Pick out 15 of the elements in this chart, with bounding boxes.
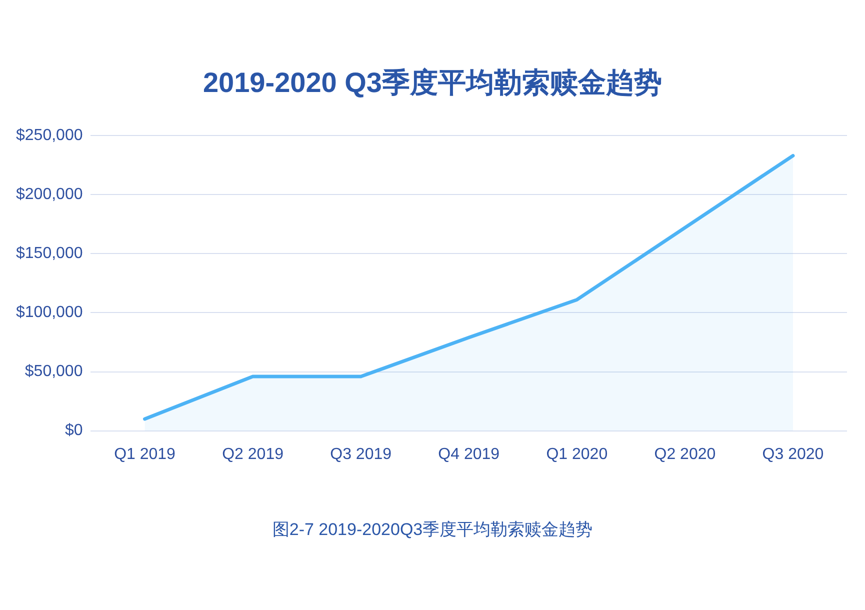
x-tick-label: Q3 2019 xyxy=(330,446,392,463)
x-tick-label: Q1 2020 xyxy=(546,446,608,463)
x-tick-label: Q3 2020 xyxy=(762,446,824,463)
x-tick-label: Q1 2019 xyxy=(114,446,176,463)
x-tick-label: Q2 2020 xyxy=(654,446,716,463)
y-tick-label: $150,000 xyxy=(16,245,83,262)
y-tick-label: $0 xyxy=(64,422,83,440)
chart-title: 2019-2020 Q3季度平均勒索赎金趋势 xyxy=(202,66,664,100)
y-tick-label: $250,000 xyxy=(16,127,83,144)
x-tick-label: Q4 2019 xyxy=(438,446,500,463)
y-tick-label: $100,000 xyxy=(16,304,83,322)
x-tick-label: Q2 2019 xyxy=(222,446,284,463)
y-tick-label: $200,000 xyxy=(16,186,83,204)
caption: 图2-7 2019-2020Q3季度平均勒索赎金趋势 xyxy=(271,519,594,541)
y-tick-label: $50,000 xyxy=(24,363,83,380)
